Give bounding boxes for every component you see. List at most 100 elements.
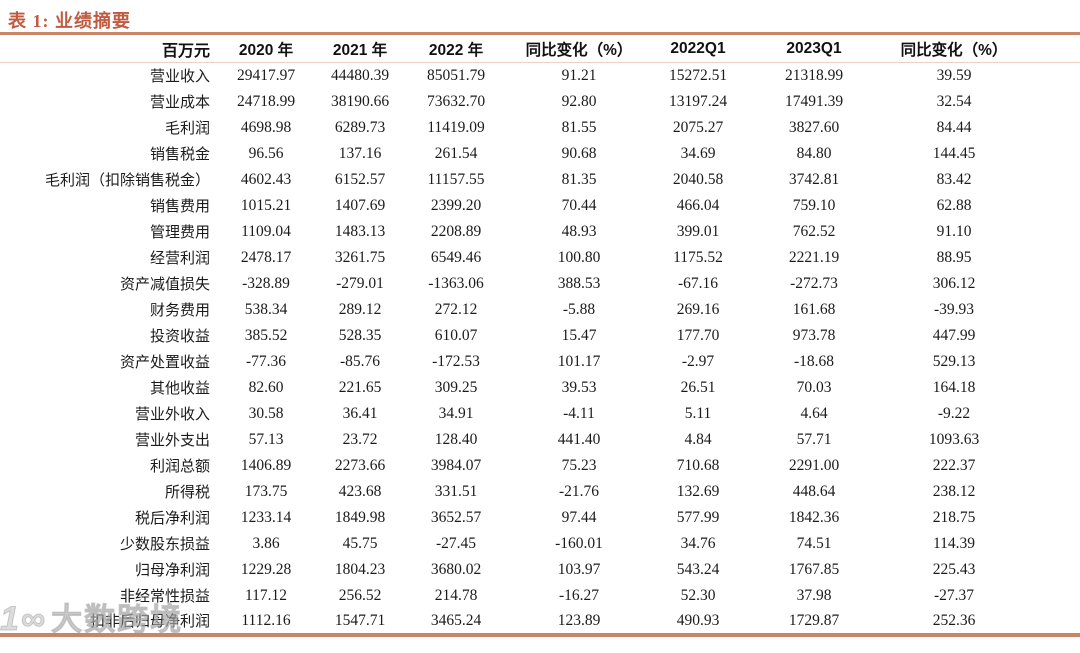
table-row: 毛利润（扣除销售税金） 4602.43 6152.57 11157.55 81.35 20…: [0, 167, 1080, 193]
cell-value: 57.71: [796, 430, 832, 448]
cell-value: 1093.63: [928, 430, 980, 448]
cell-value: -21.76: [558, 482, 600, 500]
cell-value: 1015.21: [240, 196, 292, 214]
table-row: 其他收益 82.60 221.65 309.25 39.53 26.51 70.03 164.…: [0, 375, 1080, 401]
cell-value: 1483.13: [334, 222, 386, 240]
table-row: 少数股东损益 3.86 45.75 -27.45 -160.01 34.76 74.51 11…: [0, 531, 1080, 557]
table-row: 扣非后归母净利润 1112.16 1547.71 3465.24 123.89 490.9…: [0, 609, 1080, 635]
cell-value: 70.44: [561, 196, 597, 214]
cell-value: 1112.16: [241, 611, 291, 629]
cell-value: 1109.04: [241, 222, 291, 240]
cell-value: 2208.89: [430, 222, 482, 240]
cell-value: 4602.43: [240, 170, 292, 188]
cell-value: 91.10: [936, 222, 972, 240]
cell-value: 1407.69: [334, 196, 386, 214]
column-header: 同比变化（%）: [900, 41, 1008, 59]
table-row: 营业收入 29417.97 44480.39 85051.79 91.21 15272.5…: [0, 63, 1080, 89]
cell-value: 21318.99: [784, 66, 844, 84]
cell-value: 15.47: [561, 326, 597, 344]
cell-value: 24718.99: [236, 92, 296, 110]
cell-value: 6152.57: [334, 170, 386, 188]
cell-value: 97.44: [561, 508, 597, 526]
row-label: 营业外收入: [134, 407, 210, 423]
cell-value: 177.70: [676, 326, 720, 344]
cell-value: 2291.00: [788, 456, 840, 474]
cell-value: 34.76: [680, 534, 716, 552]
cell-value: 2075.27: [672, 118, 724, 136]
cell-value: 11157.55: [427, 170, 485, 188]
cell-value: 82.60: [248, 378, 284, 396]
performance-summary-table: 百万元 2020 年 2021 年 2022 年 同比变化（%） 2022Q1 2023Q1…: [0, 32, 1080, 637]
cell-value: -160.01: [555, 534, 603, 552]
cell-value: 39.53: [561, 378, 597, 396]
cell-value: -272.73: [790, 274, 838, 292]
column-header: 2021 年: [332, 41, 388, 59]
cell-value: 447.99: [932, 326, 976, 344]
cell-value: 1849.98: [334, 508, 386, 526]
cell-value: -279.01: [336, 274, 384, 292]
cell-value: 710.68: [676, 456, 720, 474]
cell-value: 29417.97: [236, 66, 296, 84]
cell-value: 144.45: [932, 144, 976, 162]
cell-value: -16.27: [558, 586, 600, 604]
cell-value: 448.64: [792, 482, 836, 500]
cell-value: 92.80: [561, 92, 597, 110]
cell-value: -85.76: [339, 352, 381, 370]
cell-value: 3742.81: [788, 170, 840, 188]
cell-value: 23.72: [342, 430, 378, 448]
cell-value: 85051.79: [426, 66, 486, 84]
cell-value: 3984.07: [430, 456, 482, 474]
column-header: 同比变化（%）: [525, 41, 633, 59]
cell-value: 2399.20: [430, 196, 482, 214]
cell-value: 577.99: [676, 508, 720, 526]
cell-value: 11419.09: [427, 118, 485, 136]
cell-value: 32.54: [936, 92, 972, 110]
cell-value: -18.68: [793, 352, 835, 370]
cell-value: 57.13: [248, 430, 284, 448]
cell-value: 2478.17: [240, 248, 292, 266]
table-body: 营业收入 29417.97 44480.39 85051.79 91.21 15272.5…: [0, 63, 1080, 635]
cell-value: -27.45: [435, 534, 477, 552]
header-row: 百万元 2020 年 2021 年 2022 年 同比变化（%） 2022Q1 2023Q1…: [0, 34, 1080, 63]
cell-value: 423.68: [338, 482, 382, 500]
row-label: 营业成本: [149, 95, 210, 111]
row-label: 投资收益: [149, 329, 210, 345]
table-row: 销售费用 1015.21 1407.69 2399.20 70.44 466.04 759.…: [0, 193, 1080, 219]
row-label: 扣非后归母净利润: [89, 614, 210, 630]
cell-value: 34.91: [438, 404, 474, 422]
cell-value: 2221.19: [788, 248, 840, 266]
cell-value: -39.93: [933, 300, 975, 318]
cell-value: 39.59: [936, 66, 972, 84]
cell-value: 84.80: [796, 144, 832, 162]
cell-value: 96.56: [248, 144, 284, 162]
cell-value: 91.21: [561, 66, 597, 84]
cell-value: 36.41: [342, 404, 378, 422]
cell-value: 30.58: [248, 404, 284, 422]
cell-value: 84.44: [936, 118, 972, 136]
cell-value: 73632.70: [426, 92, 486, 110]
row-label: 营业收入: [149, 69, 210, 86]
table-row: 资产减值损失 -328.89 -279.01 -1363.06 388.53 -67.16…: [0, 271, 1080, 297]
row-label: 营业外支出: [134, 433, 210, 449]
cell-value: 238.12: [932, 482, 976, 500]
cell-value: 74.51: [796, 534, 832, 552]
cell-value: 117.12: [244, 586, 288, 604]
cell-value: 161.68: [792, 300, 836, 318]
cell-value: 610.07: [434, 326, 478, 344]
cell-value: 44480.39: [330, 66, 390, 84]
cell-value: 385.52: [244, 326, 288, 344]
cell-value: 272.12: [434, 300, 478, 318]
cell-value: 256.52: [338, 586, 382, 604]
cell-value: 123.89: [557, 611, 601, 629]
table-row: 营业成本 24718.99 38190.66 73632.70 92.80 13197.2…: [0, 89, 1080, 115]
cell-value: 309.25: [434, 378, 478, 396]
table-row: 利润总额 1406.89 2273.66 3984.07 75.23 710.68 2291…: [0, 453, 1080, 479]
cell-value: 973.78: [792, 326, 836, 344]
cell-value: 15272.51: [668, 66, 728, 84]
cell-value: 4.64: [800, 404, 828, 422]
row-label: 资产处置收益: [119, 355, 210, 371]
cell-value: 37.98: [796, 586, 832, 604]
cell-value: -9.22: [937, 404, 971, 422]
cell-value: -328.89: [242, 274, 290, 292]
